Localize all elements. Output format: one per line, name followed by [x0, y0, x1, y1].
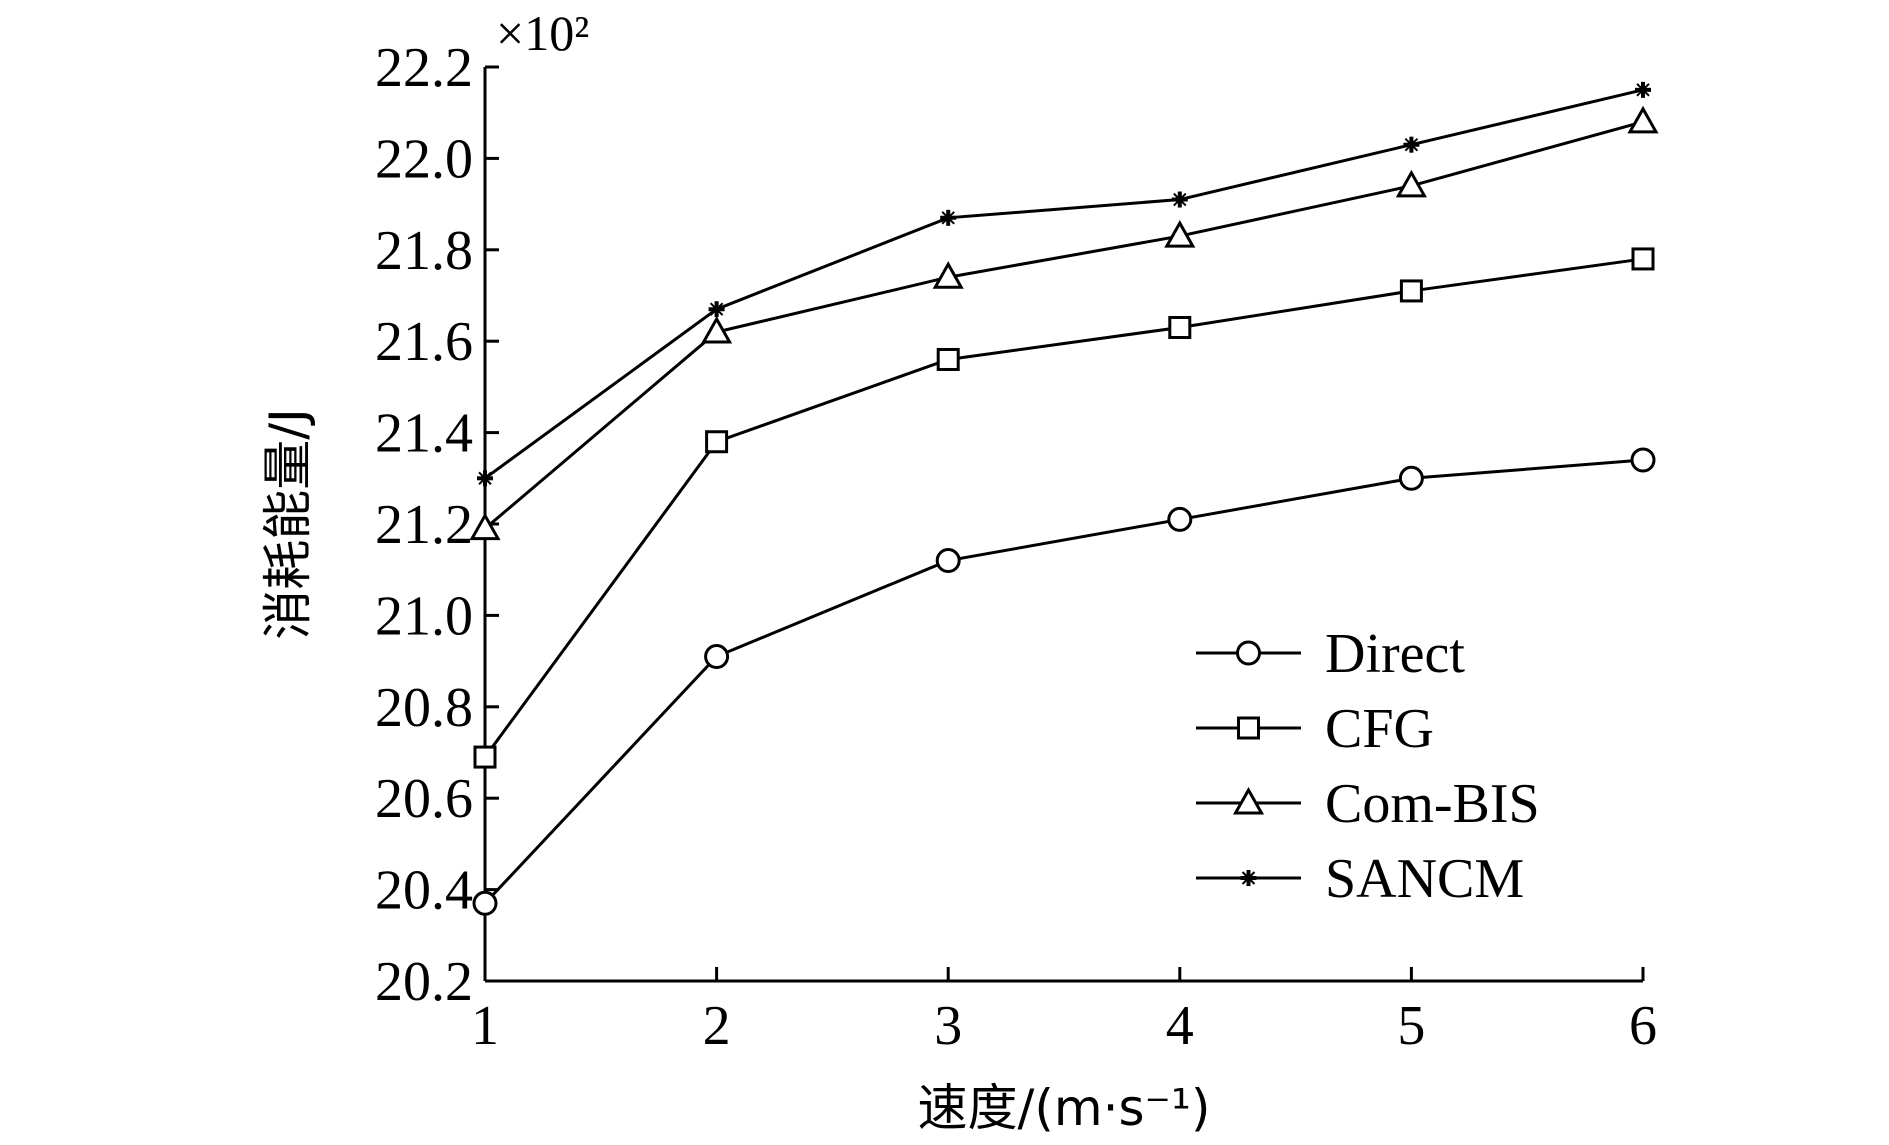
data-point-sancm	[1403, 136, 1420, 153]
data-point-cfg	[1631, 247, 1655, 271]
y-tick-label: 21.2	[375, 494, 473, 556]
x-tick-label: 3	[934, 995, 962, 1057]
legend-item-sancm: SANCM	[1196, 848, 1524, 910]
data-point-com-bis	[932, 261, 964, 289]
y-axis-title: 消耗能量/J	[259, 408, 317, 640]
y-tick-label: 20.2	[375, 951, 473, 1013]
legend-label: Direct	[1325, 623, 1465, 685]
data-point-cfg	[1168, 315, 1192, 339]
legend: Direct CFG Com-BIS SANCM	[1196, 623, 1540, 910]
x-tick-label: 2	[703, 995, 731, 1057]
data-point-sancm	[477, 470, 493, 487]
data-point-direct	[704, 644, 730, 670]
legend-marker	[1232, 786, 1265, 815]
legend-marker	[1237, 716, 1260, 740]
series-line-direct	[483, 458, 1644, 905]
series-line-cfg	[483, 257, 1644, 758]
data-point-com-bis	[469, 512, 501, 541]
series-com-bis	[469, 105, 1659, 541]
y-axis-multiplier: ×10²	[496, 5, 589, 61]
data-point-direct	[1167, 506, 1193, 532]
data-point-sancm	[1635, 81, 1651, 98]
y-tick-label: 20.4	[375, 860, 473, 922]
x-axis-title: 速度/(m·s⁻¹)	[918, 1079, 1211, 1137]
legend-marker	[1240, 870, 1257, 886]
data-point-direct	[472, 890, 498, 916]
data-point-cfg	[936, 347, 960, 371]
legend-label: Com-BIS	[1325, 773, 1540, 835]
y-tick-label: 21.8	[375, 220, 473, 282]
series-line-sancm	[484, 88, 1644, 480]
y-tick-label: 20.8	[375, 677, 473, 739]
series-cfg	[473, 247, 1655, 769]
data-point-cfg	[473, 745, 497, 769]
data-point-cfg	[705, 430, 729, 454]
data-point-direct	[935, 548, 961, 574]
axes: 20.2 20.4 20.6 20.8 21.0 21.2 21.4 21.6 21.8 22.0…	[375, 37, 1657, 1057]
data-point-sancm	[1171, 191, 1188, 208]
x-tick-label: 6	[1629, 995, 1657, 1057]
series-direct	[472, 447, 1656, 916]
legend-item-cfg: CFG	[1196, 698, 1434, 760]
legend-marker	[1236, 640, 1261, 666]
y-tick-label: 21.6	[375, 311, 473, 373]
y-tick-label: 22.0	[375, 128, 473, 190]
data-point-com-bis	[1164, 220, 1196, 248]
data-point-sancm	[708, 301, 725, 318]
series-group	[469, 81, 1659, 916]
y-tick-label: 21.0	[375, 585, 473, 647]
series-sancm	[477, 81, 1651, 487]
series-line-com-bis	[484, 120, 1644, 530]
legend-label: CFG	[1325, 698, 1434, 760]
data-point-sancm	[940, 209, 957, 226]
data-point-com-bis	[1627, 105, 1659, 134]
data-point-direct	[1630, 447, 1656, 473]
data-point-com-bis	[701, 316, 733, 344]
data-point-cfg	[1399, 279, 1423, 303]
y-tick-label: 21.4	[375, 403, 473, 465]
legend-item-com-bis: Com-BIS	[1196, 773, 1540, 835]
x-tick-label: 4	[1166, 995, 1194, 1057]
legend-label: SANCM	[1325, 848, 1524, 910]
x-tick-label: 5	[1397, 995, 1425, 1057]
x-tick-label: 1	[471, 995, 499, 1057]
y-tick-label: 22.2	[375, 37, 473, 99]
legend-item-direct: Direct	[1196, 623, 1465, 685]
y-tick-label: 20.6	[375, 768, 473, 830]
data-point-direct	[1398, 465, 1424, 491]
data-point-com-bis	[1395, 169, 1427, 198]
